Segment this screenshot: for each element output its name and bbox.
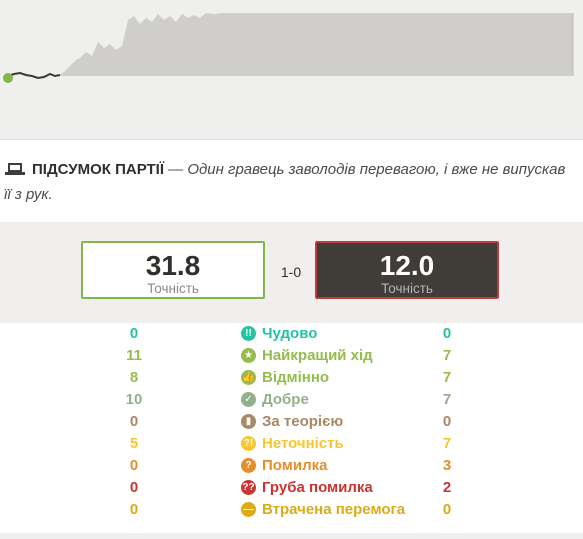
best-move-icon: ★ [241,348,256,363]
white-count: 11 [126,347,142,364]
black-accuracy-value: 12.0 [379,250,435,281]
classification-label: Відмінно [262,369,330,386]
excellent-icon: 👍 [241,370,256,385]
classification-label: Добре [262,391,309,408]
good-icon: ✓ [241,392,256,407]
summary-text: Один гравець заволодів перевагою, і вже … [4,161,566,203]
black-count: 7 [442,391,452,408]
black-count: 7 [442,347,452,364]
white-count: 0 [129,479,139,496]
classification-row[interactable]: 5?! Неточність 7 [0,433,583,455]
white-accuracy-value: 31.8 [145,250,201,281]
white-count: 5 [129,435,139,452]
black-accuracy-card: 12.0 Точність [315,241,499,299]
classification-row[interactable]: 0? Помилка 3 [0,455,583,477]
laptop-icon [4,160,26,183]
classification-row[interactable]: 11 ★ Найкращий хід 7 [0,345,583,367]
white-count: 0 [129,413,139,430]
classification-label: Втрачена перемога [262,501,406,518]
classification-label: Помилка [262,457,328,474]
blunder-icon: ?? [241,480,256,495]
missed-win-icon: — [241,502,256,517]
evaluation-area [0,13,573,76]
classification-row[interactable]: 0 ▮ За теорією 0 [0,411,583,433]
black-count: 0 [442,413,452,430]
black-count: 0 [442,501,452,518]
white-count: 0 [129,457,139,474]
classification-label: За теорією [262,413,344,430]
summary-dash: — [168,161,184,178]
mistake-icon: ? [241,458,256,473]
game-result: 1-0 [280,264,302,280]
classification-row[interactable]: 0 — Втрачена перемога 0 [0,499,583,521]
black-count: 0 [442,325,452,342]
white-count: 0 [129,325,139,342]
classification-row[interactable]: 8 👍 Відмінно 7 [0,367,583,389]
black-accuracy-label: Точність [381,281,433,296]
white-count: 0 [129,501,139,518]
white-accuracy-label: Точність [147,281,199,296]
black-count: 7 [442,369,452,386]
accuracy-panel: 31.8 Точність 1-0 12.0 Точність [0,222,583,323]
white-count: 8 [129,369,139,386]
graph-position-marker[interactable] [3,73,13,83]
black-count: 2 [442,479,452,496]
book-icon: ▮ [241,414,256,429]
evaluation-graph[interactable] [0,0,583,140]
move-classification-table: 0!! Чудово 0 11 ★ Найкращий хід 7 8 👍 Відмінно 7 10… [0,323,583,521]
classification-label: Найкращий хід [262,347,373,364]
evaluation-dark-segment [7,71,61,80]
white-accuracy-card: 31.8 Точність [81,241,265,299]
black-count: 3 [442,457,452,474]
brilliant-icon: !! [241,326,256,341]
footer-bar [0,533,583,539]
black-count: 7 [442,435,452,452]
summary-title: ПІДСУМОК ПАРТІЇ [32,161,164,178]
classification-label: Неточність [262,435,344,452]
classification-row[interactable]: 0!! Чудово 0 [0,323,583,345]
game-summary: ПІДСУМОК ПАРТІЇ — Один гравець заволодів… [4,158,574,206]
classification-label: Чудово [262,325,318,342]
classification-label: Груба помилка [262,479,373,496]
inaccuracy-icon: ?! [241,436,256,451]
evaluation-graph-svg [0,13,574,83]
classification-row[interactable]: 0?? Груба помилка 2 [0,477,583,499]
classification-row[interactable]: 10 ✓ Добре 7 [0,389,583,411]
white-count: 10 [125,391,143,408]
